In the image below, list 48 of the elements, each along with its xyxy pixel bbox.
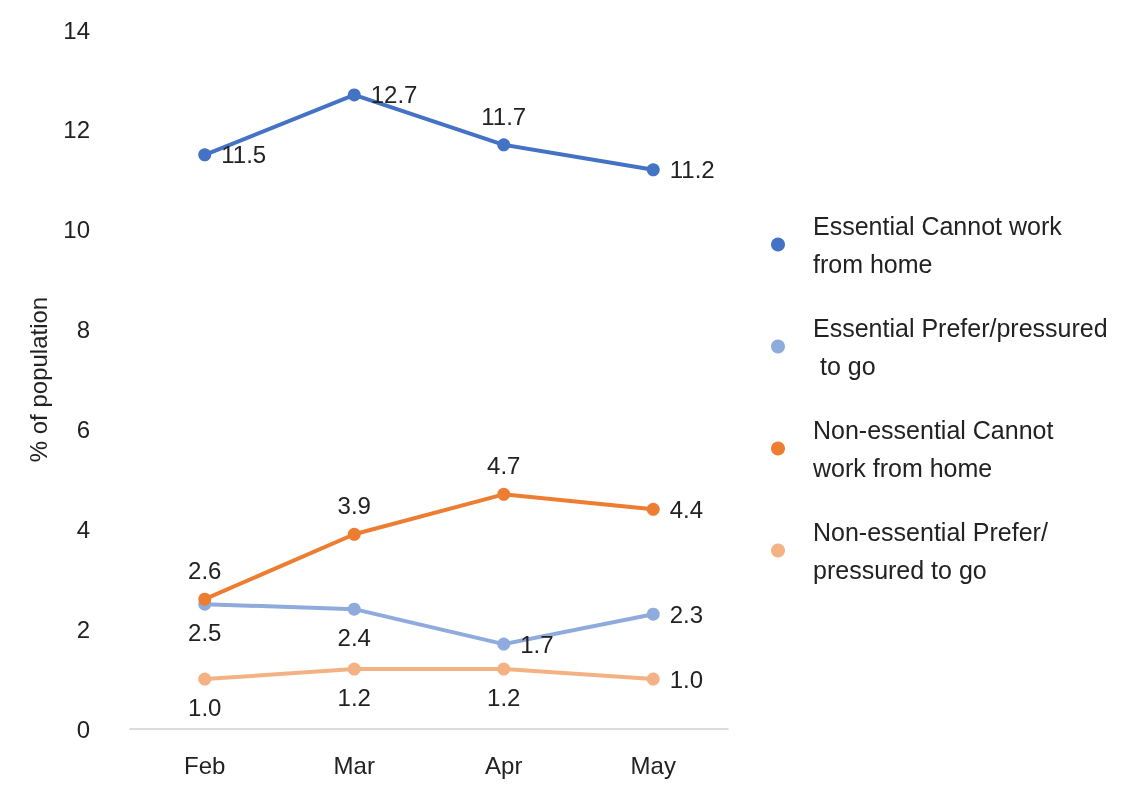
x-tick-label: Mar xyxy=(333,751,375,779)
point xyxy=(497,487,511,501)
data-label: 1.0 xyxy=(188,694,222,722)
point xyxy=(497,637,511,651)
y-tick-label: 12 xyxy=(63,116,90,144)
data-label: 12.7 xyxy=(370,81,418,109)
point xyxy=(646,163,660,177)
y-tick-label: 10 xyxy=(63,216,90,244)
data-label: 11.7 xyxy=(481,102,527,130)
data-label: 1.7 xyxy=(520,630,554,658)
data-label: 4.4 xyxy=(669,495,704,523)
x-tick-label: Apr xyxy=(485,751,523,779)
point xyxy=(646,502,660,516)
point xyxy=(198,672,212,686)
x-tick-label: May xyxy=(630,751,676,779)
legend-label: Non-essential Prefer/pressured to go xyxy=(813,517,1048,584)
data-label: 2.3 xyxy=(669,600,704,628)
legend-label: Essential Prefer/pressured to go xyxy=(813,313,1108,380)
data-label: 1.2 xyxy=(487,684,521,712)
data-label: 2.5 xyxy=(188,619,222,647)
point xyxy=(497,662,511,676)
y-tick-label: 2 xyxy=(76,615,90,643)
point xyxy=(347,602,361,616)
legend-label: Essential Cannot work from home xyxy=(813,211,1069,278)
data-label: 2.4 xyxy=(337,624,371,652)
data-label: 11.5 xyxy=(221,141,267,169)
point xyxy=(646,607,660,621)
y-tick-label: 6 xyxy=(76,415,90,443)
data-label: 4.7 xyxy=(487,452,521,480)
point xyxy=(347,662,361,676)
x-tick-label: Feb xyxy=(184,751,226,779)
point xyxy=(497,138,511,152)
point xyxy=(198,592,212,606)
data-label: 3.9 xyxy=(337,492,371,520)
y-tick-label: 4 xyxy=(76,515,90,543)
y-axis-title: % of population xyxy=(24,296,52,463)
data-label: 2.6 xyxy=(188,557,222,585)
legend-label: Non-essential Cannot work from home xyxy=(812,415,1061,482)
y-tick-label: 0 xyxy=(76,715,90,743)
data-label: 1.2 xyxy=(337,684,371,712)
point xyxy=(646,672,660,686)
point xyxy=(347,88,361,102)
data-label: 1.0 xyxy=(669,665,704,693)
data-label: 11.2 xyxy=(669,156,715,184)
point xyxy=(198,148,212,162)
y-tick-label: 8 xyxy=(76,316,90,344)
point xyxy=(347,527,361,541)
y-tick-label: 14 xyxy=(63,16,90,44)
